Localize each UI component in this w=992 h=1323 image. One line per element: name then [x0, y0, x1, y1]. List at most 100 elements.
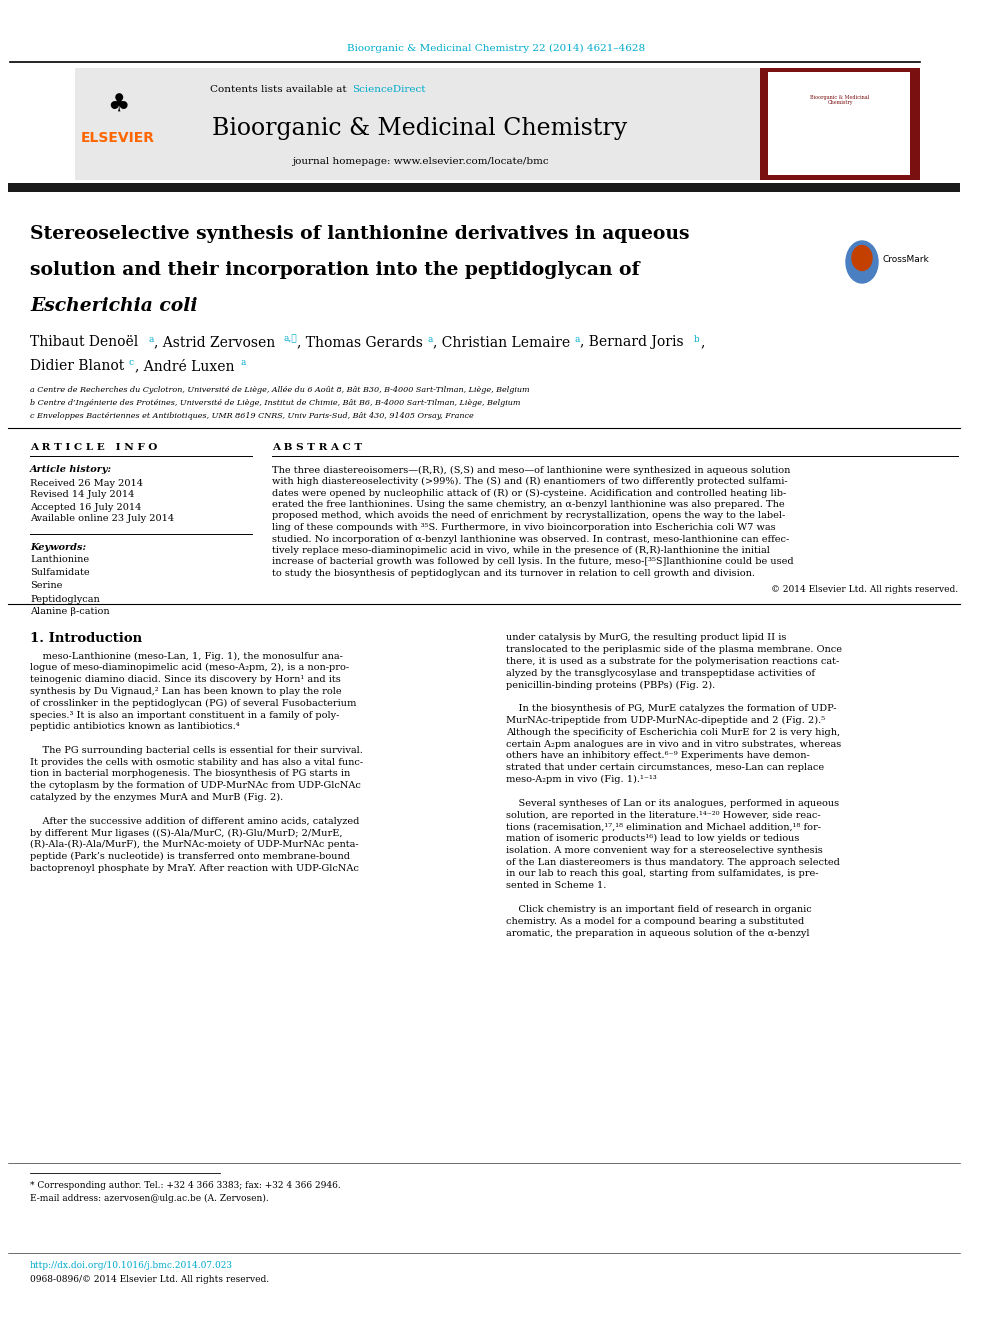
Text: Bioorganic & Medicinal Chemistry 22 (2014) 4621–4628: Bioorganic & Medicinal Chemistry 22 (201… [347, 44, 645, 53]
Text: mation of isomeric products¹⁶) lead to low yields or tedious: mation of isomeric products¹⁶) lead to l… [506, 833, 800, 843]
Text: journal homepage: www.elsevier.com/locate/bmc: journal homepage: www.elsevier.com/locat… [292, 157, 549, 167]
Text: strated that under certain circumstances, meso-Lan can replace: strated that under certain circumstances… [506, 763, 824, 773]
Text: studied. No incorporation of α-benzyl lanthionine was observed. In contrast, mes: studied. No incorporation of α-benzyl la… [272, 534, 790, 544]
Text: , André Luxen: , André Luxen [135, 359, 234, 373]
Text: of the Lan diastereomers is thus mandatory. The approach selected: of the Lan diastereomers is thus mandato… [506, 857, 840, 867]
Text: CrossMark: CrossMark [882, 255, 929, 265]
Text: , Astrid Zervosen: , Astrid Zervosen [154, 335, 275, 349]
Text: , Thomas Gerards: , Thomas Gerards [297, 335, 423, 349]
Text: penicillin-binding proteins (PBPs) (Fig. 2).: penicillin-binding proteins (PBPs) (Fig.… [506, 680, 715, 689]
Text: The PG surrounding bacterial cells is essential for their survival.: The PG surrounding bacterial cells is es… [30, 746, 363, 755]
Text: Lanthionine: Lanthionine [30, 556, 89, 565]
Text: 1. Introduction: 1. Introduction [30, 631, 142, 644]
Text: Available online 23 July 2014: Available online 23 July 2014 [30, 515, 175, 524]
Text: A R T I C L E   I N F O: A R T I C L E I N F O [30, 443, 158, 452]
Text: * Corresponding author. Tel.: +32 4 366 3383; fax: +32 4 366 2946.: * Corresponding author. Tel.: +32 4 366 … [30, 1181, 340, 1191]
Text: In the biosynthesis of PG, MurE catalyzes the formation of UDP-: In the biosynthesis of PG, MurE catalyze… [506, 704, 836, 713]
Text: The three diastereoisomers—(R,R), (S,S) and meso—of lanthionine were synthesized: The three diastereoisomers—(R,R), (S,S) … [272, 466, 791, 475]
Text: Although the specificity of Escherichia coli MurE for 2 is very high,: Although the specificity of Escherichia … [506, 728, 840, 737]
Text: of crosslinker in the peptidoglycan (PG) of several Fusobacterium: of crosslinker in the peptidoglycan (PG)… [30, 699, 356, 708]
Text: species.³ It is also an important constituent in a family of poly-: species.³ It is also an important consti… [30, 710, 339, 720]
Text: Accepted 16 July 2014: Accepted 16 July 2014 [30, 503, 142, 512]
Text: to study the biosynthesis of peptidoglycan and its turnover in relation to cell : to study the biosynthesis of peptidoglyc… [272, 569, 755, 578]
Text: b: b [694, 335, 699, 344]
Text: ScienceDirect: ScienceDirect [352, 86, 426, 94]
Text: a: a [427, 335, 433, 344]
Text: with high diastereoselectivity (>99%). The (S) and (R) enantiomers of two differ: with high diastereoselectivity (>99%). T… [272, 476, 788, 486]
Text: tions (racemisation,¹⁷,¹⁸ elimination and Michael addition,¹⁸ for-: tions (racemisation,¹⁷,¹⁸ elimination an… [506, 823, 821, 831]
Text: c: c [128, 359, 133, 368]
Text: Peptidoglycan: Peptidoglycan [30, 594, 100, 603]
FancyBboxPatch shape [760, 67, 920, 180]
Text: peptide (Park’s nucleotide) is transferred onto membrane-bound: peptide (Park’s nucleotide) is transferr… [30, 852, 350, 861]
Text: It provides the cells with osmotic stability and has also a vital func-: It provides the cells with osmotic stabi… [30, 758, 363, 767]
Text: peptidic antibiotics known as lantibiotics.⁴: peptidic antibiotics known as lantibioti… [30, 722, 240, 732]
Ellipse shape [852, 246, 872, 270]
Text: http://dx.doi.org/10.1016/j.bmc.2014.07.023: http://dx.doi.org/10.1016/j.bmc.2014.07.… [30, 1262, 233, 1270]
Text: logue of meso-diaminopimelic acid (meso-A₂pm, 2), is a non-pro-: logue of meso-diaminopimelic acid (meso-… [30, 663, 349, 672]
Text: a: a [574, 335, 579, 344]
Text: a: a [148, 335, 154, 344]
Text: aromatic, the preparation in aqueous solution of the α-benzyl: aromatic, the preparation in aqueous sol… [506, 929, 809, 938]
Text: solution, are reported in the literature.¹⁴⁻²⁰ However, side reac-: solution, are reported in the literature… [506, 811, 820, 819]
Text: Bioorganic & Medicinal
Chemistry: Bioorganic & Medicinal Chemistry [810, 95, 870, 106]
Text: ELSEVIER: ELSEVIER [81, 131, 155, 146]
Text: under catalysis by MurG, the resulting product lipid II is: under catalysis by MurG, the resulting p… [506, 634, 787, 643]
Text: the cytoplasm by the formation of UDP-MurNAc from UDP-GlcNAc: the cytoplasm by the formation of UDP-Mu… [30, 782, 361, 790]
Text: ,: , [700, 335, 704, 349]
Text: increase of bacterial growth was followed by cell lysis. In the future, meso-[³⁵: increase of bacterial growth was followe… [272, 557, 794, 566]
Text: ♣: ♣ [107, 93, 129, 116]
Text: Stereoselective synthesis of lanthionine derivatives in aqueous: Stereoselective synthesis of lanthionine… [30, 225, 689, 243]
Text: Bioorganic & Medicinal Chemistry: Bioorganic & Medicinal Chemistry [212, 116, 628, 139]
Text: © 2014 Elsevier Ltd. All rights reserved.: © 2014 Elsevier Ltd. All rights reserved… [771, 586, 958, 594]
Text: sented in Scheme 1.: sented in Scheme 1. [506, 881, 606, 890]
Text: Sulfamidate: Sulfamidate [30, 569, 89, 578]
Text: Revised 14 July 2014: Revised 14 July 2014 [30, 491, 134, 500]
FancyBboxPatch shape [75, 67, 760, 180]
Text: solution and their incorporation into the peptidoglycan of: solution and their incorporation into th… [30, 261, 640, 279]
Text: Escherichia coli: Escherichia coli [30, 296, 197, 315]
Text: bactoprenoyl phosphate by MraY. After reaction with UDP-GlcNAc: bactoprenoyl phosphate by MraY. After re… [30, 864, 359, 873]
Text: there, it is used as a substrate for the polymerisation reactions cat-: there, it is used as a substrate for the… [506, 658, 839, 665]
Text: ling of these compounds with ³⁵S. Furthermore, in vivo bioincorporation into Esc: ling of these compounds with ³⁵S. Furthe… [272, 523, 776, 532]
Text: a,⋆: a,⋆ [283, 335, 297, 344]
Text: translocated to the periplasmic side of the plasma membrane. Once: translocated to the periplasmic side of … [506, 646, 842, 655]
Text: certain A₂pm analogues are in vivo and in vitro substrates, whereas: certain A₂pm analogues are in vivo and i… [506, 740, 841, 749]
Text: After the successive addition of different amino acids, catalyzed: After the successive addition of differe… [30, 816, 359, 826]
Text: synthesis by Du Vignaud,² Lan has been known to play the role: synthesis by Du Vignaud,² Lan has been k… [30, 687, 341, 696]
Text: dates were opened by nucleophilic attack of (R) or (S)-cysteine. Acidification a: dates were opened by nucleophilic attack… [272, 488, 787, 497]
Text: E-mail address: azervosen@ulg.ac.be (A. Zervosen).: E-mail address: azervosen@ulg.ac.be (A. … [30, 1193, 269, 1203]
Text: A B S T R A C T: A B S T R A C T [272, 443, 362, 452]
Text: isolation. A more convenient way for a stereoselective synthesis: isolation. A more convenient way for a s… [506, 845, 822, 855]
Text: MurNAc-tripeptide from UDP-MurNAc-dipeptide and 2 (Fig. 2).⁵: MurNAc-tripeptide from UDP-MurNAc-dipept… [506, 716, 825, 725]
Text: erated the free lanthionines. Using the same chemistry, an α-benzyl lanthionine : erated the free lanthionines. Using the … [272, 500, 785, 509]
Text: tively replace meso-diaminopimelic acid in vivo, while in the presence of (R,R)-: tively replace meso-diaminopimelic acid … [272, 546, 770, 556]
Text: others have an inhibitory effect.⁶⁻⁹ Experiments have demon-: others have an inhibitory effect.⁶⁻⁹ Exp… [506, 751, 809, 761]
Text: proposed method, which avoids the need of enrichment by recrystallization, opens: proposed method, which avoids the need o… [272, 512, 786, 520]
Text: Click chemistry is an important field of research in organic: Click chemistry is an important field of… [506, 905, 811, 914]
Text: by different Mur ligases ((S)-Ala/MurC, (R)-Glu/MurD; 2/MurE,: by different Mur ligases ((S)-Ala/MurC, … [30, 828, 342, 837]
Text: Serine: Serine [30, 582, 62, 590]
FancyBboxPatch shape [768, 71, 910, 175]
Text: Received 26 May 2014: Received 26 May 2014 [30, 479, 143, 487]
Text: , Bernard Joris: , Bernard Joris [580, 335, 683, 349]
Text: c Enveloppes Bactériennes et Antibiotiques, UMR 8619 CNRS, Univ Paris-Sud, Bât 4: c Enveloppes Bactériennes et Antibiotiqu… [30, 411, 474, 419]
Text: tion in bacterial morphogenesis. The biosynthesis of PG starts in: tion in bacterial morphogenesis. The bio… [30, 770, 350, 778]
Text: teinogenic diamino diacid. Since its discovery by Horn¹ and its: teinogenic diamino diacid. Since its dis… [30, 675, 340, 684]
Text: (R)-Ala-(R)-Ala/MurF), the MurNAc-moiety of UDP-MurNAc penta-: (R)-Ala-(R)-Ala/MurF), the MurNAc-moiety… [30, 840, 359, 849]
Text: Several syntheses of Lan or its analogues, performed in aqueous: Several syntheses of Lan or its analogue… [506, 799, 839, 808]
Text: , Christian Lemaire: , Christian Lemaire [433, 335, 570, 349]
Text: Didier Blanot: Didier Blanot [30, 359, 124, 373]
Text: alyzed by the transglycosylase and transpeptidase activities of: alyzed by the transglycosylase and trans… [506, 669, 815, 677]
Text: a: a [240, 359, 245, 368]
Text: Article history:: Article history: [30, 466, 112, 475]
Ellipse shape [846, 241, 878, 283]
Text: Keywords:: Keywords: [30, 542, 86, 552]
Text: Contents lists available at: Contents lists available at [210, 86, 350, 94]
Text: in our lab to reach this goal, starting from sulfamidates, is pre-: in our lab to reach this goal, starting … [506, 869, 818, 878]
Text: Thibaut Denoël: Thibaut Denoël [30, 335, 138, 349]
Text: Alanine β-cation: Alanine β-cation [30, 607, 110, 617]
Text: catalyzed by the enzymes MurA and MurB (Fig. 2).: catalyzed by the enzymes MurA and MurB (… [30, 792, 284, 802]
Text: b Centre d’Ingénierie des Protéines, Université de Liège, Institut de Chimie, Bâ: b Centre d’Ingénierie des Protéines, Uni… [30, 400, 521, 407]
Text: meso-Lanthionine (meso-Lan, 1, Fig. 1), the monosulfur ana-: meso-Lanthionine (meso-Lan, 1, Fig. 1), … [30, 651, 343, 660]
